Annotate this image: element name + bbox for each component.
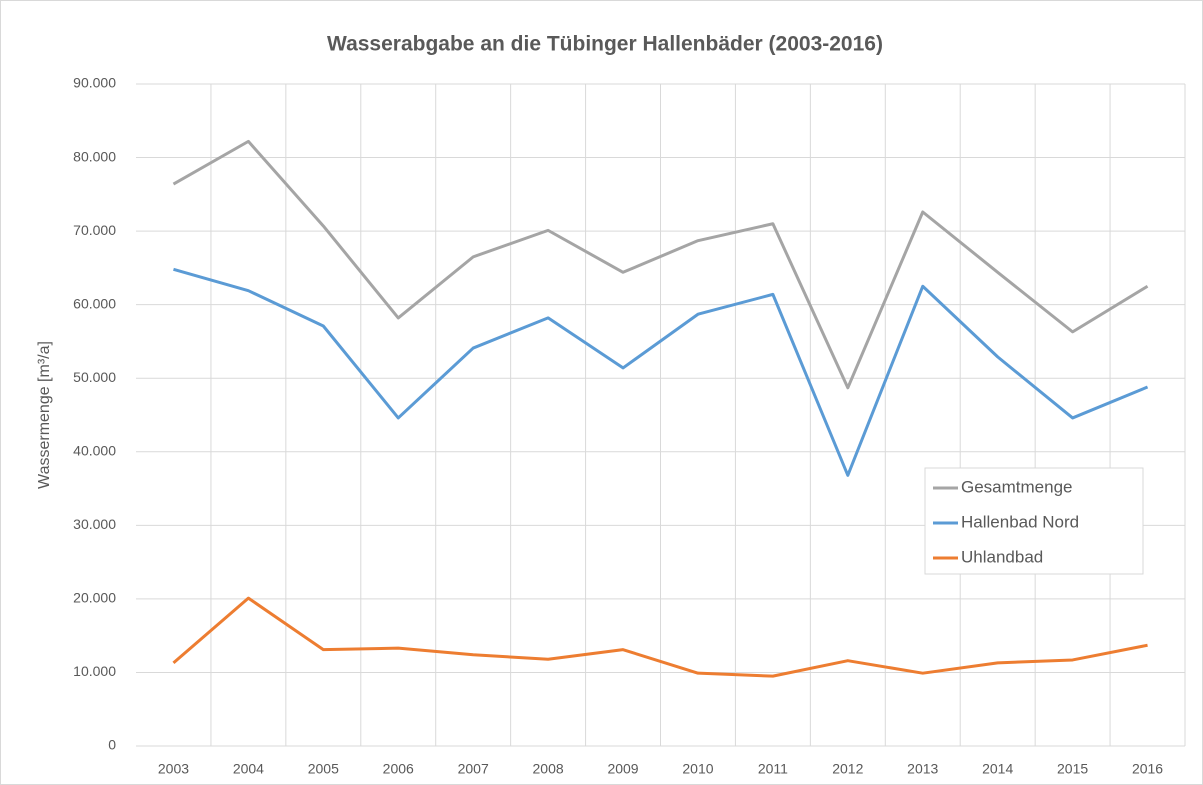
y-tick-label: 80.000 xyxy=(73,148,116,164)
x-tick-label: 2009 xyxy=(607,761,638,777)
x-tick-label: 2016 xyxy=(1132,761,1163,777)
y-tick-label: 40.000 xyxy=(73,442,116,458)
legend-label: Hallenbad Nord xyxy=(961,512,1079,531)
y-tick-label: 20.000 xyxy=(73,590,116,606)
y-axis-label: Wassermenge [m³/a] xyxy=(36,341,53,489)
y-tick-label: 0 xyxy=(108,737,116,753)
x-tick-label: 2006 xyxy=(383,761,414,777)
chart-title: Wasserabgabe an die Tübinger Hallenbäder… xyxy=(327,33,883,56)
legend-box xyxy=(924,467,1144,575)
y-tick-label: 10.000 xyxy=(73,663,116,679)
x-tick-label: 2005 xyxy=(308,761,339,777)
y-tick-label: 30.000 xyxy=(73,516,116,532)
y-tick-label: 90.000 xyxy=(73,75,116,91)
y-tick-label: 70.000 xyxy=(73,222,116,238)
x-tick-label: 2015 xyxy=(1057,761,1088,777)
legend-label: Gesamtmenge xyxy=(961,477,1073,496)
x-tick-label: 2011 xyxy=(758,761,788,777)
x-tick-label: 2003 xyxy=(158,761,189,777)
y-tick-label: 50.000 xyxy=(73,369,116,385)
x-tick-label: 2010 xyxy=(682,761,713,777)
line-series xyxy=(172,139,1149,390)
x-tick-label: 2004 xyxy=(233,761,264,777)
x-tick-label: 2014 xyxy=(982,761,1013,777)
x-tick-label: 2013 xyxy=(907,761,938,777)
legend-label: Uhlandbad xyxy=(961,547,1043,566)
line-series xyxy=(172,596,1148,678)
x-tick-label: 2008 xyxy=(533,761,564,777)
y-tick-label: 60.000 xyxy=(73,295,116,311)
x-tick-label: 2007 xyxy=(458,761,489,777)
x-tick-label: 2012 xyxy=(832,761,863,777)
line-series xyxy=(173,267,1149,477)
